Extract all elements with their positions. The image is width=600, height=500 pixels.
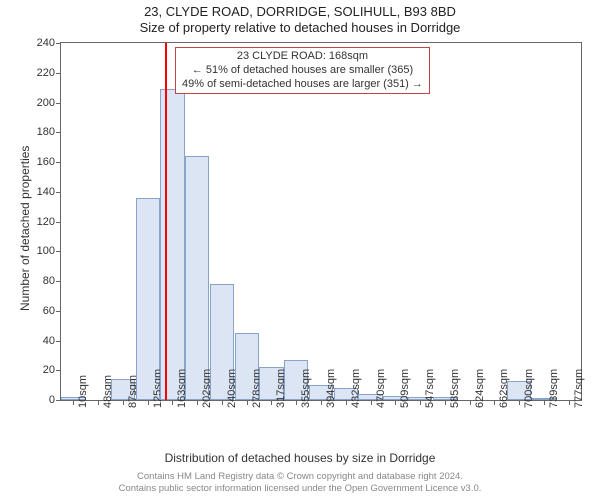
chart-title-line2: Size of property relative to detached ho…	[0, 20, 600, 35]
x-tick-mark	[321, 400, 322, 405]
x-tick-mark	[420, 400, 421, 405]
y-tick-label: 200	[37, 97, 55, 109]
x-tick-mark	[569, 400, 570, 405]
y-tick-label: 240	[37, 37, 55, 49]
x-axis-label: Distribution of detached houses by size …	[0, 451, 600, 465]
x-tick-mark	[445, 400, 446, 405]
x-tick-mark	[73, 400, 74, 405]
x-tick-label: 739sqm	[548, 369, 560, 408]
y-tick-label: 20	[43, 364, 55, 376]
y-tick-mark	[56, 162, 61, 163]
y-tick-mark	[56, 400, 61, 401]
y-tick-mark	[56, 43, 61, 44]
x-tick-mark	[395, 400, 396, 405]
y-tick-label: 220	[37, 67, 55, 79]
y-tick-mark	[56, 370, 61, 371]
y-tick-label: 140	[37, 186, 55, 198]
callout-line3: 49% of semi-detached houses are larger (…	[182, 78, 423, 92]
x-tick-mark	[494, 400, 495, 405]
histogram-bar	[160, 89, 184, 400]
y-tick-label: 40	[43, 335, 55, 347]
y-tick-mark	[56, 73, 61, 74]
x-tick-mark	[470, 400, 471, 405]
x-tick-mark	[544, 400, 545, 405]
y-tick-label: 120	[37, 216, 55, 228]
y-tick-mark	[56, 222, 61, 223]
y-tick-mark	[56, 192, 61, 193]
y-tick-label: 100	[37, 245, 55, 257]
histogram-bar	[185, 156, 209, 400]
y-tick-mark	[56, 132, 61, 133]
y-tick-label: 60	[43, 305, 55, 317]
x-tick-label: 432sqm	[350, 369, 362, 408]
x-tick-label: 585sqm	[449, 369, 461, 408]
chart-container: 23, CLYDE ROAD, DORRIDGE, SOLIHULL, B93 …	[0, 0, 600, 500]
chart-title-line1: 23, CLYDE ROAD, DORRIDGE, SOLIHULL, B93 …	[0, 4, 600, 19]
footer-copyright-1: Contains HM Land Registry data © Crown c…	[0, 471, 600, 482]
y-tick-mark	[56, 251, 61, 252]
x-tick-label: 547sqm	[424, 369, 436, 408]
property-marker-line	[165, 43, 167, 400]
x-tick-mark	[296, 400, 297, 405]
x-tick-label: 10sqm	[77, 375, 89, 408]
plot-area: 02040608010012014016018020022024010sqm48…	[60, 42, 582, 401]
x-tick-label: 624sqm	[474, 369, 486, 408]
x-tick-mark	[222, 400, 223, 405]
x-tick-label: 509sqm	[399, 369, 411, 408]
x-tick-mark	[98, 400, 99, 405]
y-tick-label: 0	[49, 394, 55, 406]
y-axis-label: Number of detached properties	[18, 145, 32, 310]
callout-line1: 23 CLYDE ROAD: 168sqm	[182, 50, 423, 64]
x-tick-mark	[197, 400, 198, 405]
callout-line2: ← 51% of detached houses are smaller (36…	[182, 64, 423, 78]
x-tick-mark	[371, 400, 372, 405]
y-tick-mark	[56, 341, 61, 342]
x-tick-mark	[271, 400, 272, 405]
x-tick-mark	[247, 400, 248, 405]
x-tick-mark	[519, 400, 520, 405]
y-tick-label: 80	[43, 275, 55, 287]
x-tick-label: 470sqm	[375, 369, 387, 408]
y-tick-label: 180	[37, 126, 55, 138]
y-tick-mark	[56, 103, 61, 104]
x-tick-mark	[172, 400, 173, 405]
x-tick-mark	[148, 400, 149, 405]
y-tick-mark	[56, 311, 61, 312]
x-tick-mark	[123, 400, 124, 405]
x-tick-mark	[346, 400, 347, 405]
callout-box: 23 CLYDE ROAD: 168sqm← 51% of detached h…	[175, 47, 430, 94]
x-tick-label: 777sqm	[573, 369, 585, 408]
footer-copyright-2: Contains public sector information licen…	[0, 483, 600, 494]
x-tick-label: 700sqm	[523, 369, 535, 408]
y-tick-label: 160	[37, 156, 55, 168]
y-tick-mark	[56, 281, 61, 282]
